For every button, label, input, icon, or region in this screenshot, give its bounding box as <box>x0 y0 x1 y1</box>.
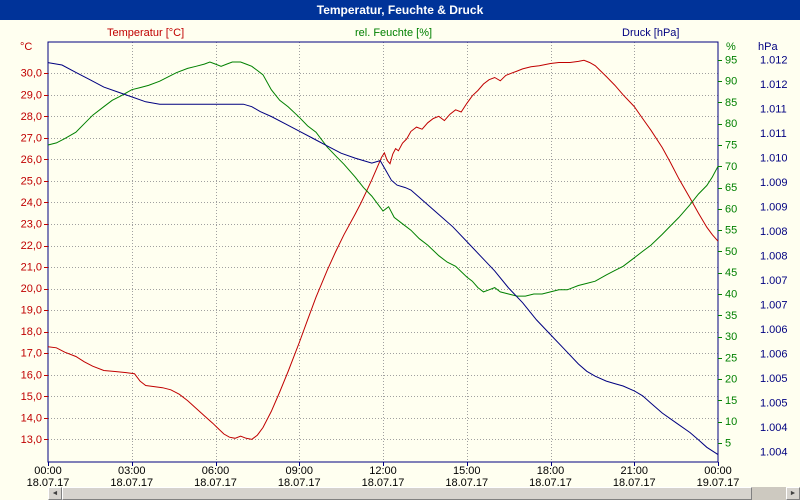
temp-tick-label: 15,0 <box>21 391 42 403</box>
series-humidity <box>47 61 719 297</box>
pressure-tick-label: 1.010 <box>760 153 788 165</box>
humidity-tick-label: 45 <box>725 267 737 279</box>
x-time-label: 21:00 <box>620 465 648 477</box>
chart-plot: 30,0 29,0 28,0 27,0 26,0 25,0 24,0 23,0 22,0 21,0… <box>21 41 788 487</box>
humidity-tick-label: 10 <box>725 416 737 428</box>
pressure-tick-label: 1.004 <box>760 447 788 459</box>
humidity-tick-label: 55 <box>725 225 737 237</box>
scrollbar-left-arrow-icon[interactable]: ◄ <box>48 487 62 500</box>
pressure-tick-label: 1.006 <box>760 324 788 336</box>
temp-axis-unit: °C <box>20 41 33 53</box>
temp-tick-label: 26,0 <box>21 154 42 166</box>
pressure-tick-label: 1.007 <box>760 300 788 312</box>
x-time-label: 09:00 <box>285 465 313 477</box>
x-time-label: 03:00 <box>118 465 146 477</box>
humidity-tick-label: 50 <box>725 246 737 258</box>
pressure-tick-label: 1.012 <box>760 55 788 67</box>
pressure-tick-label: 1.009 <box>760 177 788 189</box>
temp-tick-label: 29,0 <box>21 89 42 101</box>
pressure-tick-label: 1.008 <box>760 251 788 263</box>
x-date-label: 19.07.17 <box>697 477 740 487</box>
series-temperature <box>47 59 719 440</box>
scrollbar-right-arrow-icon[interactable]: ► <box>786 487 800 500</box>
title-bar: Temperatur, Feuchte & Druck <box>0 0 800 20</box>
humidity-tick-label: 35 <box>725 310 737 322</box>
series-pressure <box>47 62 719 456</box>
x-date-label: 18.07.17 <box>445 477 488 487</box>
x-time-label: 06:00 <box>202 465 230 477</box>
humidity-axis-unit: % <box>726 41 736 53</box>
pressure-tick-label: 1.005 <box>760 373 788 385</box>
legend-temperature: Temperatur [°C] <box>107 27 185 39</box>
x-date-label: 18.07.17 <box>110 477 153 487</box>
x-time-label: 12:00 <box>369 465 397 477</box>
humidity-tick-label: 75 <box>725 140 737 152</box>
humidity-tick-label: 80 <box>725 118 737 130</box>
temp-tick-label: 25,0 <box>21 175 42 187</box>
time-scrollbar[interactable]: ◄ ► <box>48 487 800 500</box>
x-date-label: 18.07.17 <box>27 477 70 487</box>
x-time-label: 18:00 <box>537 465 565 477</box>
x-time-label: 00:00 <box>704 465 732 477</box>
x-date-label: 18.07.17 <box>613 477 656 487</box>
temp-tick-label: 30,0 <box>21 68 42 80</box>
temp-tick-label: 23,0 <box>21 219 42 231</box>
humidity-tick-label: 40 <box>725 289 737 301</box>
temp-tick-label: 22,0 <box>21 240 42 252</box>
humidity-tick-label: 65 <box>725 182 737 194</box>
pressure-tick-label: 1.009 <box>760 202 788 214</box>
humidity-tick-label: 70 <box>725 161 737 173</box>
pressure-tick-label: 1.011 <box>760 128 787 140</box>
humidity-tick-label: 20 <box>725 374 737 386</box>
scrollbar-thumb[interactable] <box>62 487 752 500</box>
pressure-tick-label: 1.004 <box>760 422 788 434</box>
x-date-label: 18.07.17 <box>362 477 405 487</box>
pressure-tick-label: 1.005 <box>760 398 788 410</box>
temp-tick-label: 14,0 <box>21 412 42 424</box>
humidity-tick-label: 25 <box>725 352 737 364</box>
temp-tick-label: 27,0 <box>21 132 42 144</box>
temp-tick-label: 16,0 <box>21 369 42 381</box>
x-date-label: 18.07.17 <box>194 477 237 487</box>
legend-pressure: Druck [hPa] <box>622 27 680 39</box>
humidity-tick-label: 90 <box>725 76 737 88</box>
pressure-tick-label: 1.006 <box>760 349 788 361</box>
humidity-tick-label: 5 <box>725 438 731 450</box>
window-title: Temperatur, Feuchte & Druck <box>316 3 484 17</box>
pressure-tick-label: 1.011 <box>760 104 787 116</box>
temp-tick-label: 18,0 <box>21 326 42 338</box>
legend-humidity: rel. Feuchte [%] <box>355 27 433 39</box>
x-date-label: 18.07.17 <box>278 477 321 487</box>
temp-tick-label: 24,0 <box>21 197 42 209</box>
temp-tick-label: 21,0 <box>21 262 42 274</box>
humidity-tick-label: 30 <box>725 331 737 343</box>
pressure-axis-unit: hPa <box>758 41 778 53</box>
humidity-tick-label: 85 <box>725 97 737 109</box>
humidity-tick-label: 60 <box>725 203 737 215</box>
temp-tick-label: 13,0 <box>21 434 42 446</box>
x-time-label: 00:00 <box>34 465 62 477</box>
humidity-tick-label: 15 <box>725 395 737 407</box>
temp-tick-label: 28,0 <box>21 111 42 123</box>
temp-tick-label: 17,0 <box>21 348 42 360</box>
pressure-tick-label: 1.012 <box>760 79 788 91</box>
x-time-label: 15:00 <box>453 465 481 477</box>
pressure-tick-label: 1.007 <box>760 275 788 287</box>
pressure-tick-label: 1.008 <box>760 226 788 238</box>
temp-tick-label: 20,0 <box>21 283 42 295</box>
temp-tick-label: 19,0 <box>21 305 42 317</box>
x-date-label: 18.07.17 <box>529 477 572 487</box>
humidity-tick-label: 95 <box>725 54 737 66</box>
